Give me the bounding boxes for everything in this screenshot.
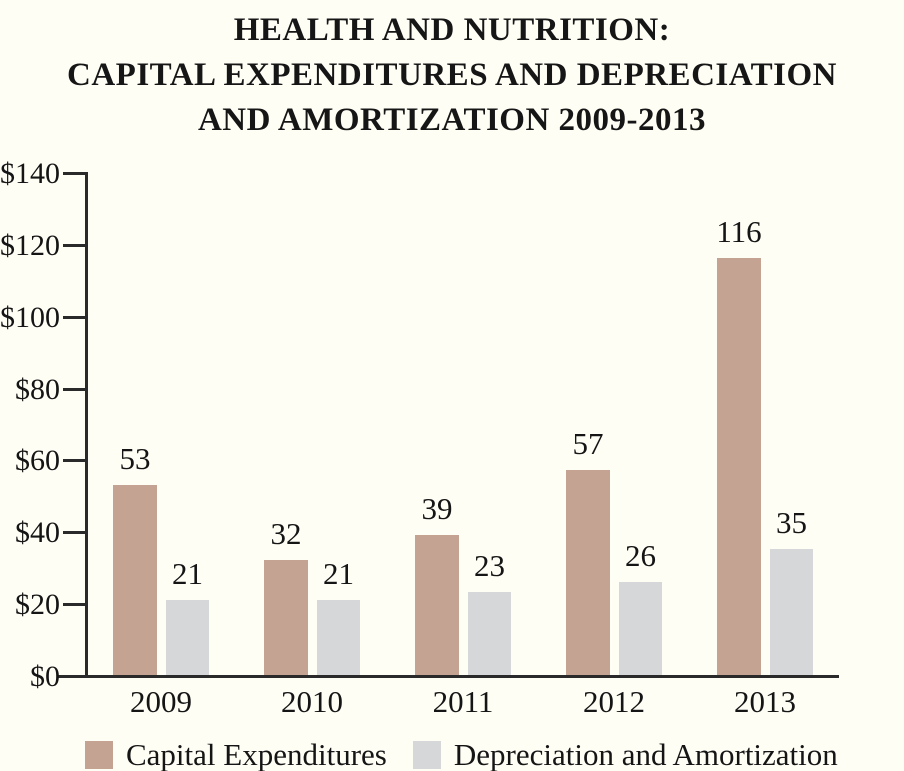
y-axis-tick-label: $60 [15,444,60,478]
legend-item-capital-expenditures: Capital Expenditures [85,737,387,771]
x-axis-line [58,675,839,678]
x-axis-label-2011: 2011 [432,684,494,719]
bar-depreciation-and-amortization-2010 [317,599,360,675]
bar-value-label: 21 [172,555,203,591]
legend-label-capital-expenditures: Capital Expenditures [126,737,387,771]
y-axis-tick-label: $120 [0,228,60,262]
bar-value-label: 53 [119,440,151,476]
bar-value-label: 35 [776,505,807,541]
y-axis-tick-label: $140 [0,157,60,190]
bar-capital-expenditures-2011 [415,534,459,675]
bar-value-label: 26 [625,537,656,573]
bar-value-label: 39 [421,490,453,526]
bar-capital-expenditures-2013 [717,258,761,675]
y-axis-tick-label: $80 [15,372,60,406]
bar-value-label: 32 [270,516,302,552]
y-axis-tick [63,243,87,247]
bar-depreciation-and-amortization-2013 [770,549,813,675]
bar-value-label: 21 [323,555,354,591]
bar-depreciation-and-amortization-2012 [619,581,662,675]
legend-label-depreciation-amortization: Depreciation and Amortization [453,737,838,771]
legend-swatch-capital-expenditures [85,741,113,769]
x-axis-label-2010: 2010 [281,684,343,719]
chart-title: HEALTH AND NUTRITION: CAPITAL EXPENDITUR… [0,8,904,143]
bar-capital-expenditures-2010 [264,560,308,675]
y-axis-tick-label: $40 [15,516,60,550]
bar-depreciation-and-amortization-2009 [166,599,209,675]
y-axis-tick-label: $100 [0,300,60,334]
bar-depreciation-and-amortization-2011 [468,592,511,675]
chart-title-line-3: AND AMORTIZATION 2009-2013 [197,102,707,138]
y-axis-tick-label: $20 [15,588,60,622]
y-axis-tick [63,603,87,607]
y-axis-tick [63,387,87,391]
legend: Capital Expenditures Depreciation and Am… [85,737,838,771]
x-axis-label-2009: 2009 [130,684,192,719]
legend-swatch-depreciation-amortization [412,741,441,769]
y-axis-line [85,172,88,676]
chart-title-line-1: HEALTH AND NUTRITION: [233,12,671,48]
bar-value-label: 57 [572,426,604,462]
y-axis-tick [63,315,87,319]
bar-capital-expenditures-2012 [566,470,610,675]
y-axis-tick [63,172,87,175]
y-axis-tick-label: $0 [30,660,60,693]
legend-item-depreciation-amortization: Depreciation and Amortization [412,737,838,771]
x-axis-label-2013: 2013 [734,684,796,719]
y-axis-tick [63,531,87,535]
chart-title-line-2: CAPITAL EXPENDITURES AND DEPRECIATION [67,57,837,93]
x-axis-label-2012: 2012 [583,684,645,719]
bar-value-label: 23 [474,548,505,584]
bar-value-label: 116 [716,214,762,250]
y-axis-tick [63,459,87,463]
bar-capital-expenditures-2009 [113,484,157,675]
